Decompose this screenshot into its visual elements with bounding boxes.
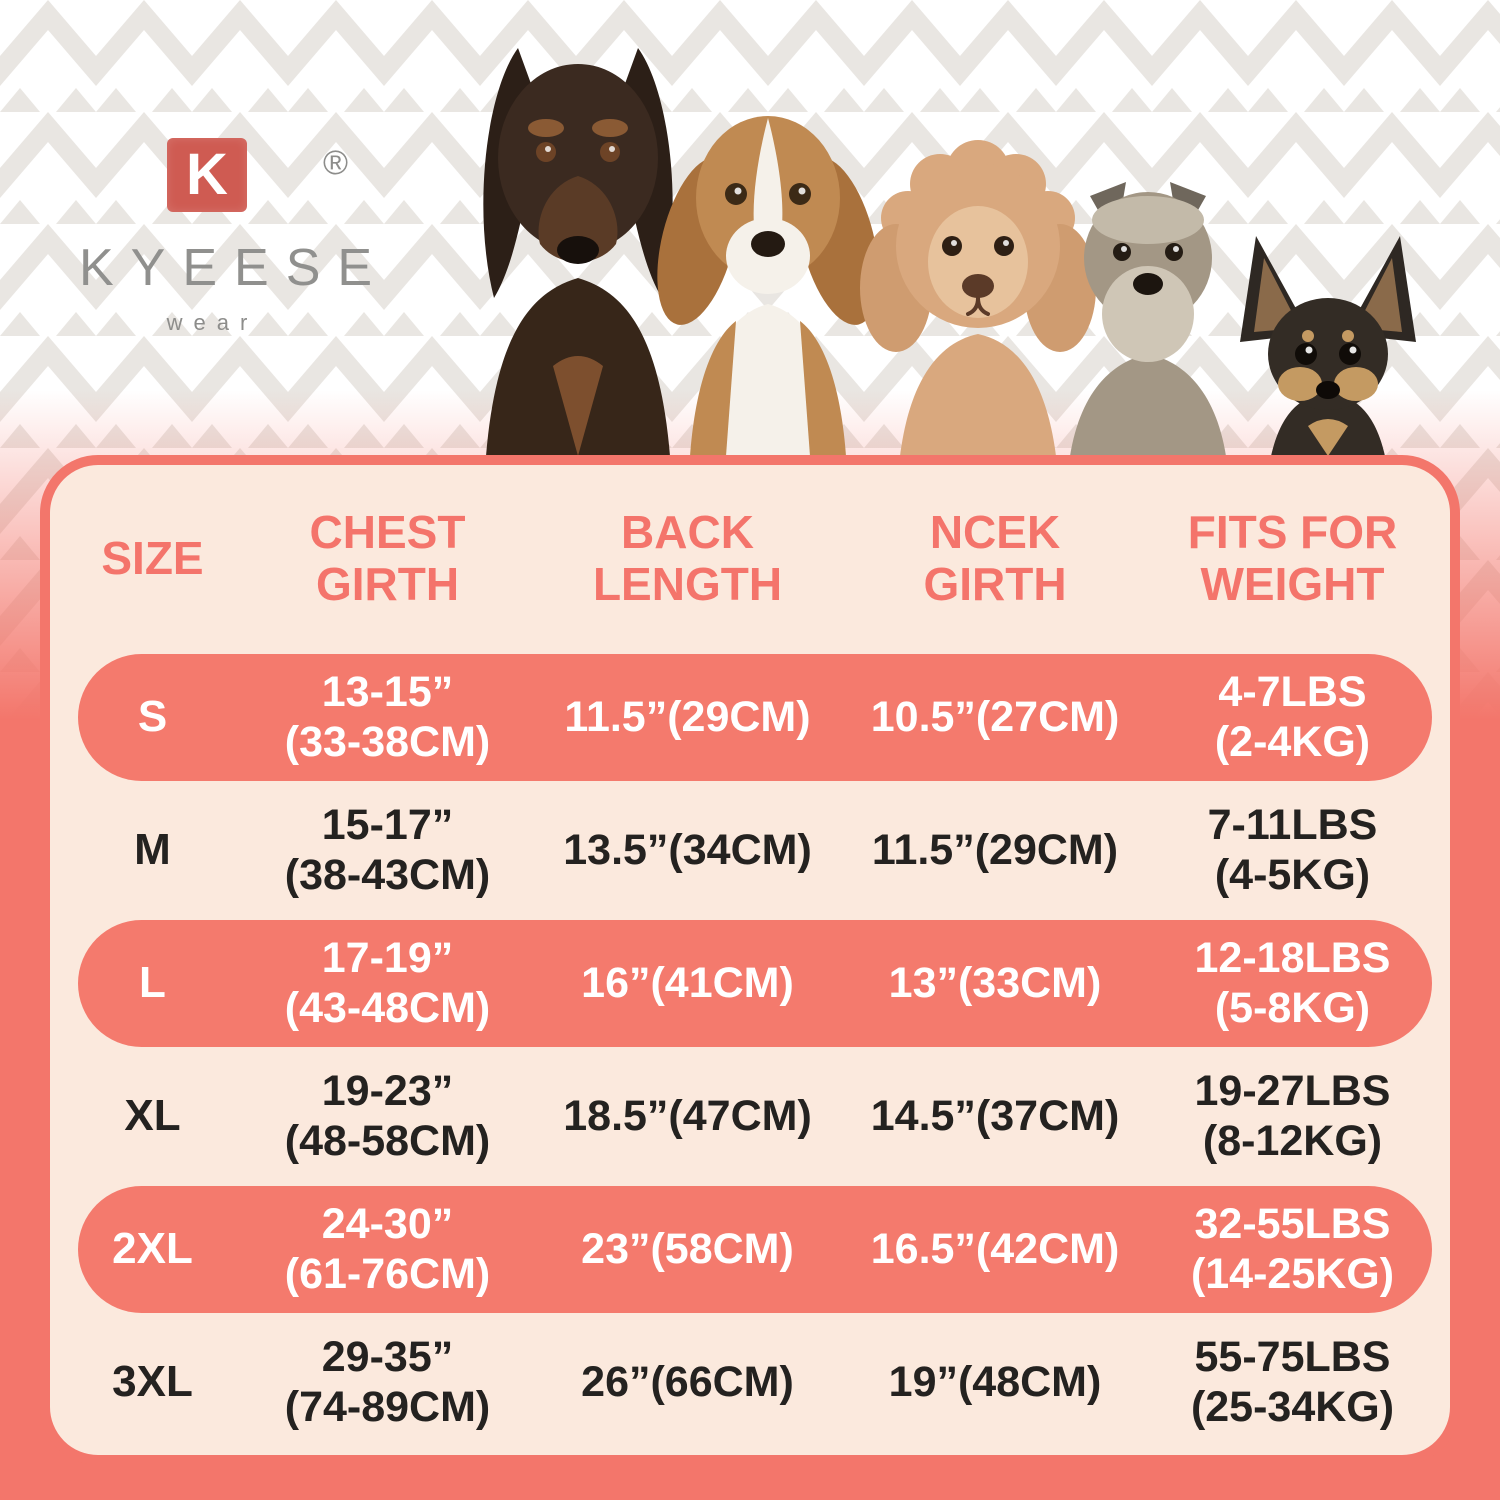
chest-girth-value: 24-30” (61-76CM) (284, 1200, 491, 1298)
weight-value: 32-55LBS (14-25KG) (1190, 1200, 1395, 1298)
column-header-fits-for-weight: FITS FOR WEIGHT (1187, 505, 1398, 610)
column-header-back-length: BACK LENGTH (592, 505, 783, 610)
column-header-neck-girth: NCEK GIRTH (923, 505, 1067, 610)
size-label: 3XL (112, 1357, 193, 1407)
back-length-value: 26”(66CM) (581, 1357, 794, 1406)
table-row-l: L 17-19” (43-48CM) 16”(41CM) 13”(33CM) 1… (50, 917, 1450, 1050)
table-row-3xl: 3XL 29-35” (74-89CM) 26”(66CM) 19”(48CM)… (50, 1316, 1450, 1449)
neck-girth-value: 11.5”(29CM) (871, 825, 1119, 874)
back-length-value: 18.5”(47CM) (563, 1091, 812, 1140)
chest-girth-value: 17-19” (43-48CM) (284, 934, 491, 1032)
brand-name: KYEESE (79, 239, 390, 297)
size-table-card: SIZE CHEST GIRTH BACK LENGTH NCEK GIRTH … (40, 455, 1460, 1465)
neck-girth-value: 10.5”(27CM) (870, 692, 1120, 741)
weight-value: 12-18LBS (5-8KG) (1194, 934, 1391, 1032)
brand-subtitle: wear (166, 310, 259, 335)
table-row-m: M 15-17” (38-43CM) 13.5”(34CM) 11.5”(29C… (50, 784, 1450, 917)
table-header-row: SIZE CHEST GIRTH BACK LENGTH NCEK GIRTH … (50, 465, 1450, 651)
size-label: S (137, 692, 168, 742)
neck-girth-value: 19”(48CM) (888, 1357, 1102, 1406)
brand-logo: K ® KYEESE wear (62, 138, 390, 336)
back-length-value: 11.5”(29CM) (564, 692, 811, 741)
dog-beagle-icon (657, 116, 879, 456)
back-length-value: 23”(58CM) (581, 1224, 794, 1273)
registered-trademark-symbol: ® (322, 144, 348, 182)
chest-girth-value: 19-23” (48-58CM) (284, 1067, 491, 1165)
size-label: M (134, 825, 171, 875)
chest-girth-value: 13-15” (33-38CM) (284, 668, 491, 766)
weight-value: 7-11LBS (4-5KG) (1207, 801, 1378, 899)
brand-k-mark-icon: K (167, 138, 247, 212)
back-length-value: 16”(41CM) (581, 958, 794, 1007)
weight-value: 4-7LBS (2-4KG) (1214, 668, 1371, 766)
dog-chihuahua-icon (1240, 236, 1416, 456)
dog-poodle-icon (860, 140, 1096, 456)
chest-girth-value: 29-35” (74-89CM) (284, 1333, 491, 1431)
neck-girth-value: 16.5”(42CM) (870, 1224, 1120, 1273)
dog-doberman-icon (483, 48, 673, 456)
back-length-value: 13.5”(34CM) (563, 825, 812, 874)
column-header-size: SIZE (101, 531, 204, 584)
size-label: XL (124, 1091, 181, 1141)
table-row-xl: XL 19-23” (48-58CM) 18.5”(47CM) 14.5”(37… (50, 1050, 1450, 1183)
column-header-chest-girth: CHEST GIRTH (309, 505, 466, 610)
size-label: L (139, 958, 166, 1008)
neck-girth-value: 14.5”(37CM) (870, 1091, 1120, 1140)
weight-value: 55-75LBS (25-34KG) (1190, 1333, 1395, 1431)
size-label: 2XL (112, 1224, 193, 1274)
chest-girth-value: 15-17” (38-43CM) (284, 801, 491, 899)
weight-value: 19-27LBS (8-12KG) (1194, 1067, 1391, 1165)
brand-k-letter: K (186, 142, 228, 207)
dogs-illustration (483, 48, 1416, 456)
table-row-2xl: 2XL 24-30” (61-76CM) 23”(58CM) 16.5”(42C… (50, 1183, 1450, 1316)
neck-girth-value: 13”(33CM) (888, 958, 1102, 1007)
table-row-s: S 13-15” (33-38CM) 11.5”(29CM) 10.5”(27C… (50, 651, 1450, 784)
dog-schnauzer-icon (1070, 182, 1226, 456)
